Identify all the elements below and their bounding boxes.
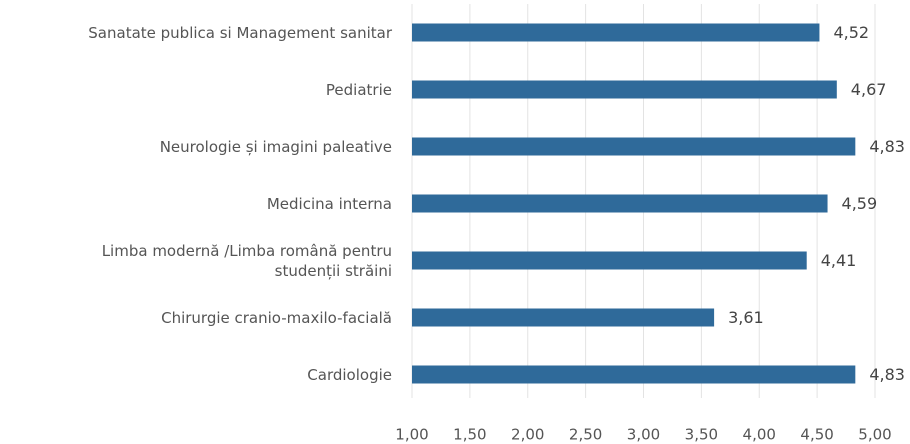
bar <box>412 23 820 42</box>
bar <box>412 365 856 384</box>
y-tick-label: Neurologie și imagini paleative <box>159 137 392 156</box>
value-label: 4,83 <box>869 365 905 384</box>
y-tick-label: Pediatrie <box>325 80 392 99</box>
bar <box>412 308 715 327</box>
y-tick-label: Cardiologie <box>307 365 392 384</box>
bar <box>412 80 837 99</box>
y-tick-label: Medicina interna <box>266 194 392 213</box>
y-tick-label: Limba modernă /Limba română pentru stude… <box>101 241 392 280</box>
value-label: 4,52 <box>833 23 869 42</box>
x-tick-label: 3,50 <box>685 426 718 444</box>
value-label: 3,61 <box>728 308 764 327</box>
bar <box>412 194 828 213</box>
value-label: 4,59 <box>842 194 878 213</box>
y-tick-label: Sanatate publica si Management sanitar <box>88 23 392 42</box>
x-tick-label: 3,00 <box>627 426 660 444</box>
x-tick-label: 2,00 <box>511 426 544 444</box>
x-tick-label: 2,50 <box>569 426 602 444</box>
bar <box>412 137 856 156</box>
x-tick-label: 1,50 <box>453 426 486 444</box>
x-tick-label: 1,00 <box>395 426 428 444</box>
value-label: 4,41 <box>821 251 857 270</box>
x-tick-label: 4,00 <box>743 426 776 444</box>
x-tick-label: 4,50 <box>800 426 833 444</box>
x-tick-label: 5,00 <box>858 426 891 444</box>
value-label: 4,83 <box>869 137 905 156</box>
value-label: 4,67 <box>851 80 887 99</box>
bar <box>412 251 807 270</box>
y-tick-label: Chirurgie cranio-maxilo-facială <box>161 308 392 327</box>
